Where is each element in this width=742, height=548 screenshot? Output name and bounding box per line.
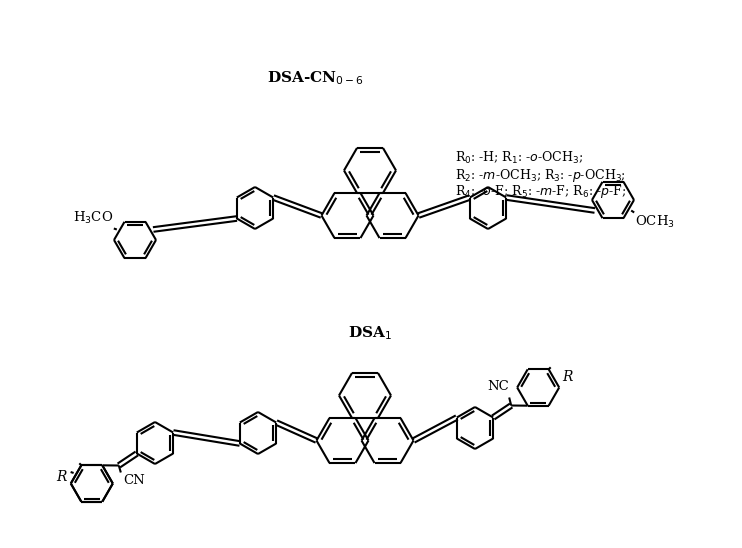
Text: R$_0$: -H; R$_1$: -$\it{o}$-OCH$_3$;: R$_0$: -H; R$_1$: -$\it{o}$-OCH$_3$; bbox=[455, 150, 583, 166]
Text: CN: CN bbox=[123, 473, 145, 487]
Text: DSA$_1$: DSA$_1$ bbox=[348, 324, 392, 342]
Text: R$_4$: -$\it{o}$-F; R$_5$: -$\it{m}$-F; R$_6$: -$\it{p}$-F;: R$_4$: -$\it{o}$-F; R$_5$: -$\it{m}$-F; … bbox=[455, 184, 626, 201]
Text: R: R bbox=[56, 470, 67, 484]
Text: H$_3$CO: H$_3$CO bbox=[73, 210, 113, 226]
Text: NC: NC bbox=[487, 380, 509, 393]
Text: DSA-CN$_{0-6}$: DSA-CN$_{0-6}$ bbox=[266, 69, 364, 87]
Text: OCH$_3$: OCH$_3$ bbox=[635, 214, 675, 230]
Text: R: R bbox=[562, 370, 573, 384]
Text: R$_2$: -$\it{m}$-OCH$_3$; R$_3$: -$\it{p}$-OCH$_3$;: R$_2$: -$\it{m}$-OCH$_3$; R$_3$: -$\it{p… bbox=[455, 167, 626, 184]
